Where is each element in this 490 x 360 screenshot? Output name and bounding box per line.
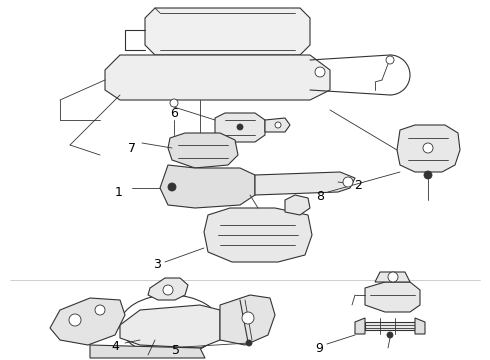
Circle shape [423,143,433,153]
Text: 8: 8 [316,189,324,202]
Polygon shape [220,295,275,345]
Polygon shape [204,208,312,262]
Polygon shape [365,282,420,312]
Polygon shape [50,298,125,345]
Circle shape [237,124,243,130]
Text: 9: 9 [315,342,323,355]
Polygon shape [397,125,460,172]
Polygon shape [160,165,255,208]
Text: 2: 2 [354,179,362,192]
Polygon shape [285,195,310,215]
Polygon shape [375,272,410,282]
Circle shape [386,56,394,64]
Text: 1: 1 [115,185,123,198]
Polygon shape [105,55,330,100]
Polygon shape [265,118,290,132]
Circle shape [275,122,281,128]
Polygon shape [148,278,188,300]
Circle shape [343,177,353,187]
Text: 5: 5 [172,343,180,356]
Polygon shape [120,305,220,348]
Circle shape [242,312,254,324]
Circle shape [163,285,173,295]
Circle shape [315,67,325,77]
Polygon shape [145,8,310,55]
Polygon shape [255,172,355,195]
Text: 7: 7 [128,141,136,154]
Circle shape [387,332,393,338]
Polygon shape [415,318,425,334]
Text: 3: 3 [153,258,161,271]
Circle shape [246,340,252,346]
Circle shape [388,272,398,282]
Polygon shape [168,133,238,168]
Text: 6: 6 [170,107,178,120]
Circle shape [95,305,105,315]
Circle shape [170,99,178,107]
Polygon shape [365,322,415,330]
Circle shape [69,314,81,326]
Polygon shape [355,318,365,334]
Text: 4: 4 [111,339,119,352]
Polygon shape [215,113,265,142]
Circle shape [424,171,432,179]
Circle shape [168,183,176,191]
Polygon shape [90,345,205,358]
